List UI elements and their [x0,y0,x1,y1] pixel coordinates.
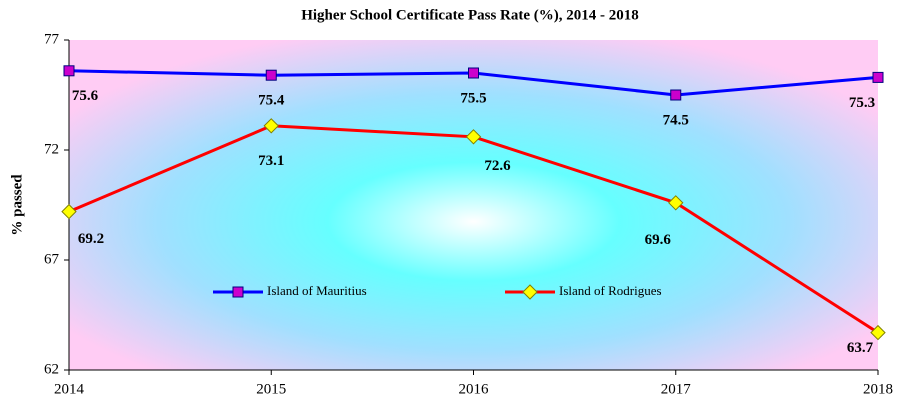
data-point [465,129,482,145]
data-point [468,67,479,79]
data-point [63,65,75,77]
y-axis-label: % passed [9,174,25,236]
x-tick-label: 2016 [459,381,490,397]
legend-label: Island of Mauritius [267,283,367,298]
data-label: 75.4 [258,93,285,109]
data-point [872,71,884,83]
legend-marker [232,286,244,298]
data-label: 75.5 [460,90,486,106]
data-label: 75.3 [849,95,875,111]
x-tick-label: 2017 [661,381,692,397]
data-label: 72.6 [484,158,511,174]
chart-title: Higher School Certificate Pass Rate (%),… [301,7,639,23]
data-label: 74.5 [663,112,689,128]
data-point [870,324,886,341]
y-tick-label: 77 [44,31,60,47]
legend-marker [522,284,538,300]
x-tick-label: 2014 [54,381,85,397]
y-tick-label: 62 [44,361,59,377]
y-tick-label: 72 [44,141,59,157]
data-label: 69.2 [78,231,104,247]
data-label: 75.6 [72,88,99,104]
data-point [263,118,279,134]
data-label: 63.7 [847,340,874,356]
legend-label: Island of Rodrigues [559,283,662,298]
data-point [670,89,682,101]
data-point [265,69,277,81]
x-tick-label: 2015 [256,381,286,397]
data-label: 69.6 [645,232,672,248]
x-tick-label: 2018 [863,381,893,397]
data-point [668,195,684,211]
y-tick-label: 67 [44,251,60,267]
data-label: 73.1 [258,153,284,169]
data-point [61,203,77,220]
plot-area [69,40,878,370]
